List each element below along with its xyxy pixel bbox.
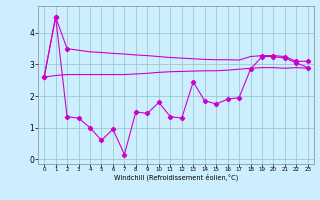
X-axis label: Windchill (Refroidissement éolien,°C): Windchill (Refroidissement éolien,°C): [114, 174, 238, 181]
